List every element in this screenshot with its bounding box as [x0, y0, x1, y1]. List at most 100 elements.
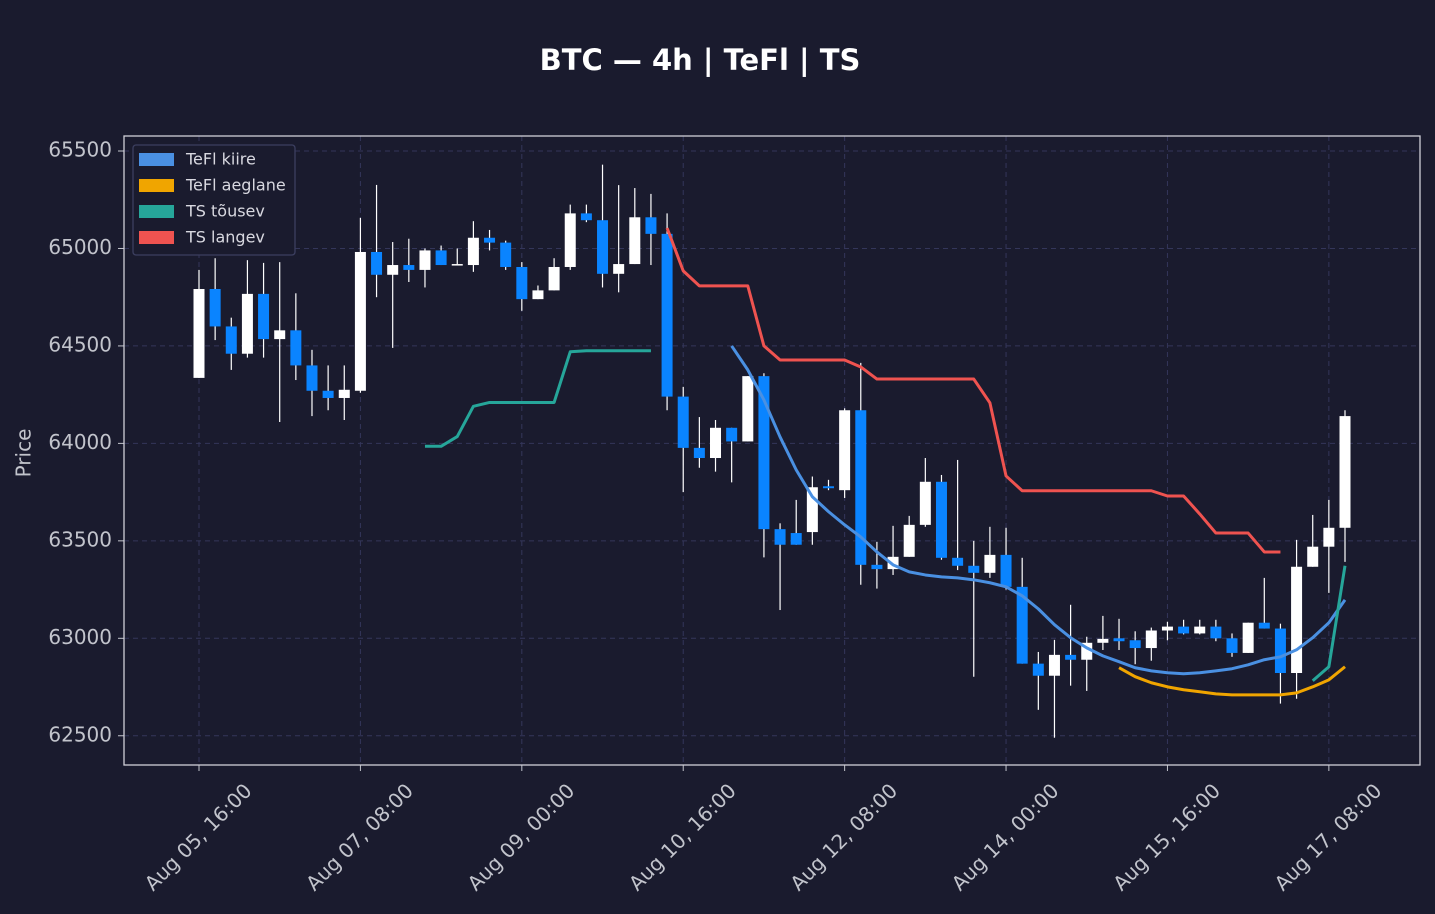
- candle-body: [952, 557, 964, 566]
- legend-label: TeFl aeglane: [185, 176, 286, 195]
- candle-body: [919, 481, 931, 525]
- y-tick-label: 63500: [48, 527, 112, 551]
- indicator-line: [424, 349, 1347, 682]
- legend-label: TS langev: [185, 228, 265, 247]
- candle-body: [290, 330, 302, 366]
- candle-body: [1178, 626, 1190, 634]
- candle-body: [225, 326, 237, 354]
- candle-body: [500, 242, 512, 267]
- candle-body: [387, 265, 399, 275]
- candle-body: [1065, 654, 1077, 660]
- candle-body: [597, 220, 609, 274]
- candle-body: [1145, 630, 1157, 649]
- x-tick-label: Aug 14, 00:00: [947, 779, 1064, 896]
- x-tick-label: Aug 05, 16:00: [140, 779, 257, 896]
- candle-body: [241, 293, 253, 354]
- candle-body: [371, 251, 383, 275]
- candle-body: [710, 427, 722, 459]
- x-tick-label: Aug 07, 08:00: [301, 779, 418, 896]
- candle-body: [1242, 622, 1254, 653]
- candle-body: [1226, 638, 1238, 653]
- candle-body: [839, 410, 851, 491]
- candle-body: [742, 376, 754, 442]
- legend-swatch: [139, 231, 174, 244]
- chart-title: BTC — 4h | TeFl | TS: [540, 43, 861, 77]
- candle-body: [548, 266, 560, 291]
- candle-body: [1016, 586, 1028, 664]
- candle-body: [1194, 626, 1206, 634]
- candle-body: [871, 564, 883, 570]
- legend-box: [132, 144, 296, 256]
- candle-body: [1339, 416, 1351, 528]
- candle-body: [661, 233, 673, 397]
- candle-body: [1129, 640, 1141, 649]
- x-tick-label: Aug 10, 16:00: [624, 779, 741, 896]
- candle-body: [790, 533, 802, 545]
- candle-body: [1048, 654, 1060, 676]
- candle-body: [613, 264, 625, 274]
- candle-body: [726, 427, 738, 442]
- candle-body: [564, 213, 576, 267]
- x-tick-label: Aug 09, 00:00: [463, 779, 580, 896]
- candle-body: [968, 565, 980, 573]
- candle-body: [322, 390, 334, 398]
- candle-body: [1032, 663, 1044, 676]
- legend-swatch: [139, 205, 174, 218]
- y-tick-label: 64000: [48, 430, 112, 454]
- candle-body: [758, 376, 770, 530]
- candle-body: [306, 365, 318, 391]
- candle-body: [580, 213, 592, 221]
- y-axis-label: Price: [12, 429, 36, 478]
- candle-body: [645, 217, 657, 234]
- candle-body: [532, 290, 544, 300]
- legend-swatch: [139, 153, 174, 166]
- legend-label: TeFl kiire: [185, 150, 256, 169]
- x-tick-label: Aug 17, 08:00: [1270, 779, 1387, 896]
- candle-body: [1307, 546, 1319, 567]
- candle-body: [467, 237, 479, 266]
- candle-body: [1113, 638, 1125, 642]
- candle-body: [516, 266, 528, 300]
- candle-body: [629, 217, 641, 265]
- candle-body: [806, 487, 818, 533]
- candle-body: [403, 265, 415, 270]
- candle-body: [822, 486, 834, 489]
- x-tick-label: Aug 12, 08:00: [785, 779, 902, 896]
- candle-body: [935, 481, 947, 558]
- y-tick-label: 64500: [48, 332, 112, 356]
- y-tick-label: 63000: [48, 625, 112, 649]
- plot-frame: [123, 135, 1421, 766]
- candle-body: [1291, 566, 1303, 673]
- candle-body: [1274, 628, 1286, 673]
- y-tick-label: 65000: [48, 235, 112, 259]
- candle-body: [1000, 554, 1012, 587]
- candle-body: [855, 410, 867, 565]
- candle-body: [903, 524, 915, 557]
- candle-body: [209, 289, 221, 327]
- y-tick-label: 62500: [48, 722, 112, 746]
- y-tick-label: 65500: [48, 138, 112, 162]
- candle-body: [1081, 642, 1093, 660]
- candle-body: [484, 237, 496, 243]
- candle-body: [1323, 527, 1335, 547]
- x-tick-label: Aug 15, 16:00: [1108, 779, 1225, 896]
- legend-swatch: [139, 179, 174, 192]
- legend-label: TS tõusev: [185, 202, 265, 221]
- candle-body: [1210, 626, 1222, 639]
- candle-body: [419, 250, 431, 270]
- candle-body: [1258, 622, 1270, 629]
- candle-body: [774, 529, 786, 545]
- indicator-line: [665, 227, 1281, 554]
- indicator-line: [730, 345, 1347, 676]
- candle-body: [1161, 626, 1173, 631]
- candle-body: [677, 396, 689, 448]
- candle-body: [274, 330, 286, 340]
- candle-body: [193, 289, 205, 378]
- candle-body: [984, 554, 996, 573]
- candle-body: [258, 293, 270, 340]
- candle-body: [435, 250, 447, 266]
- candle-body: [693, 447, 705, 459]
- candle-body: [354, 251, 366, 391]
